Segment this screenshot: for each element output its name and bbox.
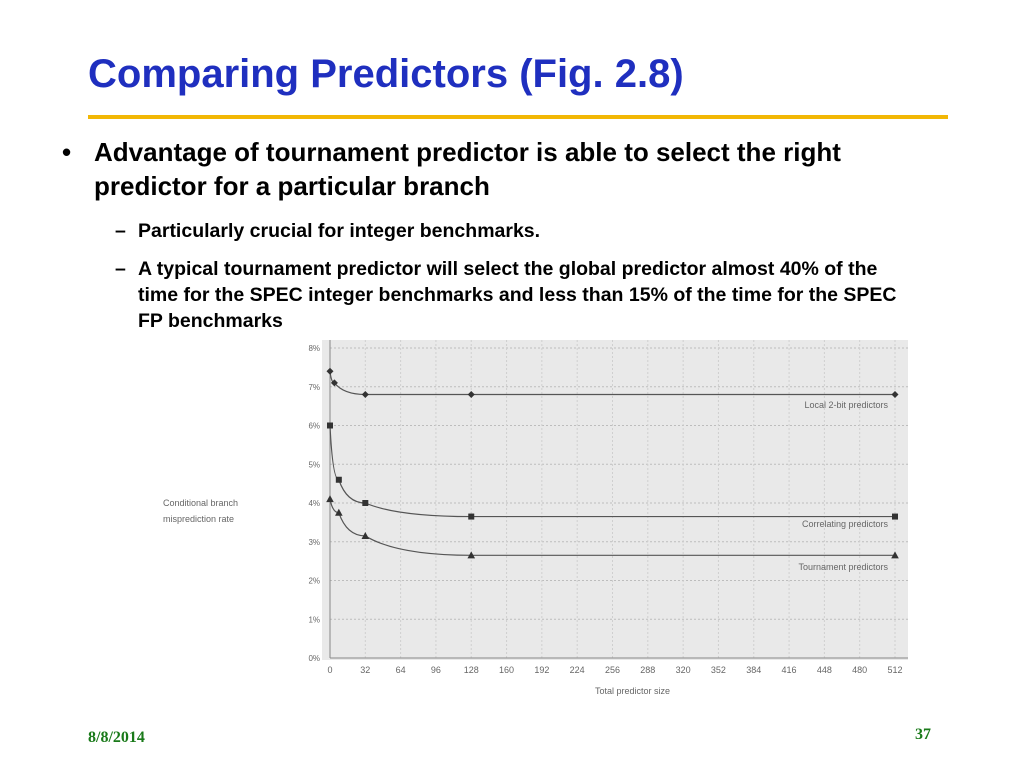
title-rule: [88, 115, 948, 119]
x-tick-label: 96: [431, 665, 441, 675]
data-point: [467, 391, 475, 398]
series-label: Local 2-bit predictors: [804, 400, 888, 410]
footer-date: 8/8/2014: [88, 729, 145, 746]
data-point: [335, 476, 342, 483]
chart-y-axis-label: Conditional branch misprediction rate: [163, 498, 239, 524]
slide-title: Comparing Predictors (Fig. 2.8): [88, 52, 684, 96]
x-tick-label: 192: [534, 665, 549, 675]
data-point: [467, 551, 476, 559]
x-tick-label: 384: [746, 665, 761, 675]
data-point: [326, 495, 334, 503]
series-label: Correlating predictors: [802, 519, 889, 529]
x-tick-label: 224: [570, 665, 585, 675]
y-tick-label: 2%: [308, 577, 320, 586]
x-tick-label: 480: [852, 665, 867, 675]
data-point: [891, 551, 899, 559]
y-tick-label: 3%: [308, 538, 320, 547]
sub-bullet-dash: –: [115, 258, 126, 280]
sub-bullet-2-text: A typical tournament predictor will sele…: [138, 258, 897, 332]
y-tick-label: 7%: [308, 383, 320, 392]
x-tick-label: 64: [396, 665, 406, 675]
data-point: [330, 379, 338, 387]
x-axis-label: Total predictor size: [595, 686, 670, 696]
data-point: [891, 391, 899, 398]
bullet-dot: •: [62, 137, 72, 167]
x-tick-label: 160: [499, 665, 514, 675]
data-point: [327, 422, 333, 429]
main-bullet-text: Advantage of tournament predictor is abl…: [94, 137, 841, 201]
data-point: [468, 513, 475, 520]
y-tick-label: 8%: [308, 344, 320, 353]
x-tick-label: 0: [327, 665, 332, 675]
x-tick-label: 352: [711, 665, 726, 675]
y-tick-label: 6%: [308, 422, 320, 431]
x-tick-label: 288: [640, 665, 655, 675]
x-tick-label: 416: [782, 665, 797, 675]
page-number: 37: [915, 726, 931, 743]
data-point: [335, 508, 343, 516]
data-point: [361, 531, 370, 539]
sub-bullet-1-text: Particularly crucial for integer benchma…: [138, 220, 541, 242]
x-tick-label: 32: [360, 665, 370, 675]
x-tick-label: 448: [817, 665, 832, 675]
data-point: [326, 367, 334, 375]
data-point: [361, 391, 369, 398]
y-tick-label: 4%: [308, 499, 320, 508]
plot-background: [322, 340, 908, 660]
x-tick-label: 320: [676, 665, 691, 675]
series-label: Tournament predictors: [798, 562, 888, 572]
x-tick-label: 256: [605, 665, 620, 675]
sub-bullet-dash: –: [115, 220, 126, 242]
x-tick-label: 512: [887, 665, 902, 675]
data-point: [362, 500, 369, 506]
y-tick-label: 0%: [308, 654, 320, 663]
data-point: [892, 513, 898, 520]
y-tick-label: 5%: [308, 460, 320, 469]
y-tick-label: 1%: [308, 615, 320, 624]
x-tick-label: 128: [464, 665, 479, 675]
